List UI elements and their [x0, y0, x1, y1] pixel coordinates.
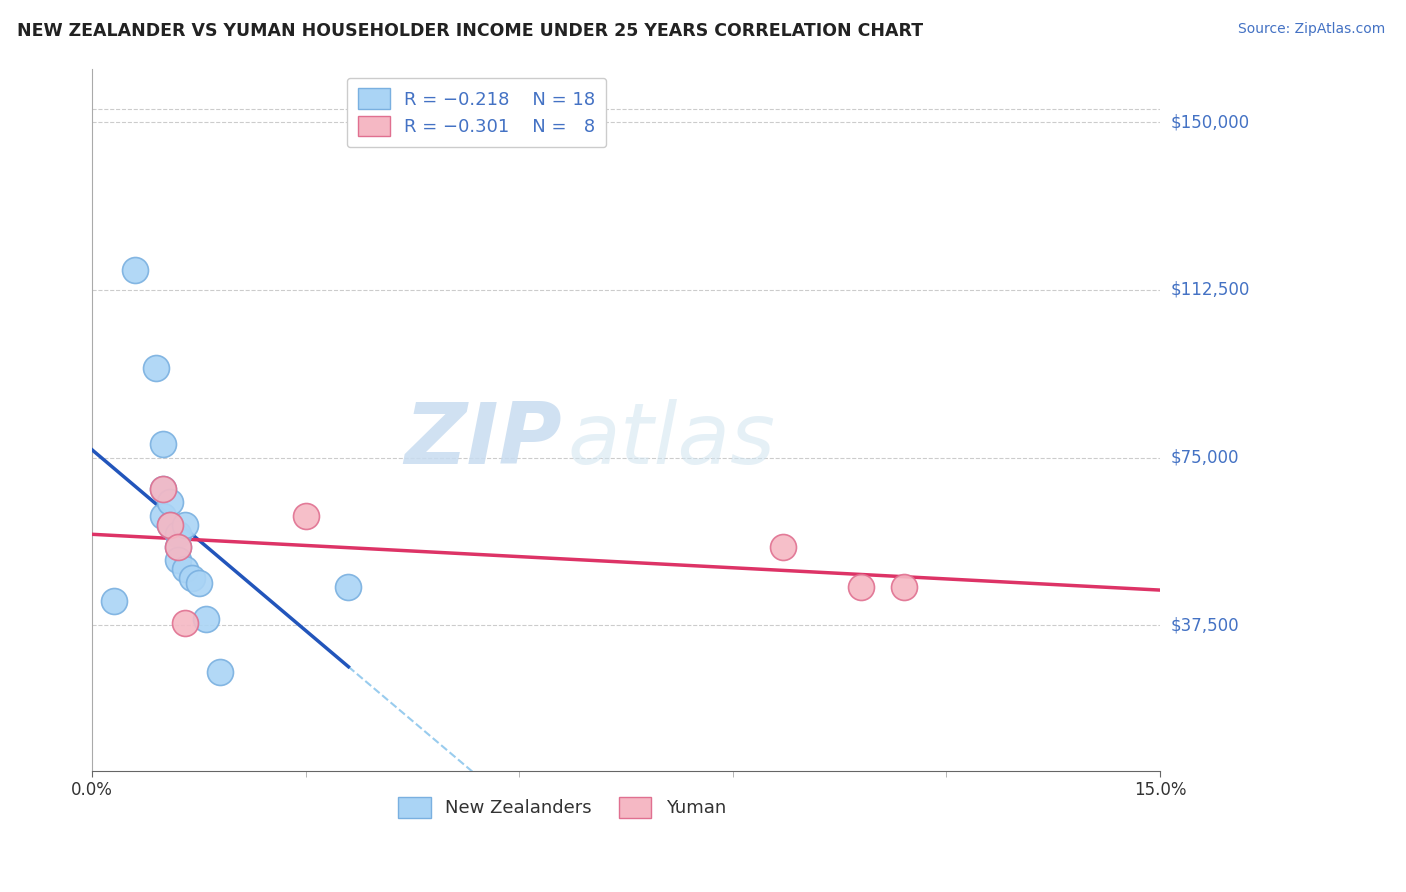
- Point: [173, 517, 195, 532]
- Point: [124, 262, 146, 277]
- Point: [849, 580, 872, 594]
- Point: [166, 540, 188, 554]
- Point: [145, 361, 167, 376]
- Point: [180, 571, 202, 585]
- Point: [159, 517, 181, 532]
- Point: [152, 482, 174, 496]
- Point: [152, 437, 174, 451]
- Point: [159, 517, 181, 532]
- Point: [337, 580, 360, 594]
- Text: $112,500: $112,500: [1171, 281, 1250, 299]
- Text: atlas: atlas: [567, 400, 775, 483]
- Point: [772, 540, 794, 554]
- Point: [166, 526, 188, 541]
- Point: [209, 665, 232, 680]
- Legend: New Zealanders, Yuman: New Zealanders, Yuman: [391, 789, 733, 825]
- Point: [159, 495, 181, 509]
- Point: [893, 580, 915, 594]
- Text: ZIP: ZIP: [405, 400, 562, 483]
- Point: [294, 508, 316, 523]
- Point: [152, 482, 174, 496]
- Text: $75,000: $75,000: [1171, 449, 1240, 467]
- Point: [103, 593, 125, 607]
- Point: [188, 575, 211, 590]
- Point: [166, 540, 188, 554]
- Point: [195, 612, 218, 626]
- Text: $150,000: $150,000: [1171, 113, 1250, 131]
- Point: [152, 508, 174, 523]
- Point: [173, 616, 195, 631]
- Text: $37,500: $37,500: [1171, 616, 1240, 634]
- Text: NEW ZEALANDER VS YUMAN HOUSEHOLDER INCOME UNDER 25 YEARS CORRELATION CHART: NEW ZEALANDER VS YUMAN HOUSEHOLDER INCOM…: [17, 22, 922, 40]
- Point: [173, 562, 195, 576]
- Text: Source: ZipAtlas.com: Source: ZipAtlas.com: [1237, 22, 1385, 37]
- Point: [166, 553, 188, 567]
